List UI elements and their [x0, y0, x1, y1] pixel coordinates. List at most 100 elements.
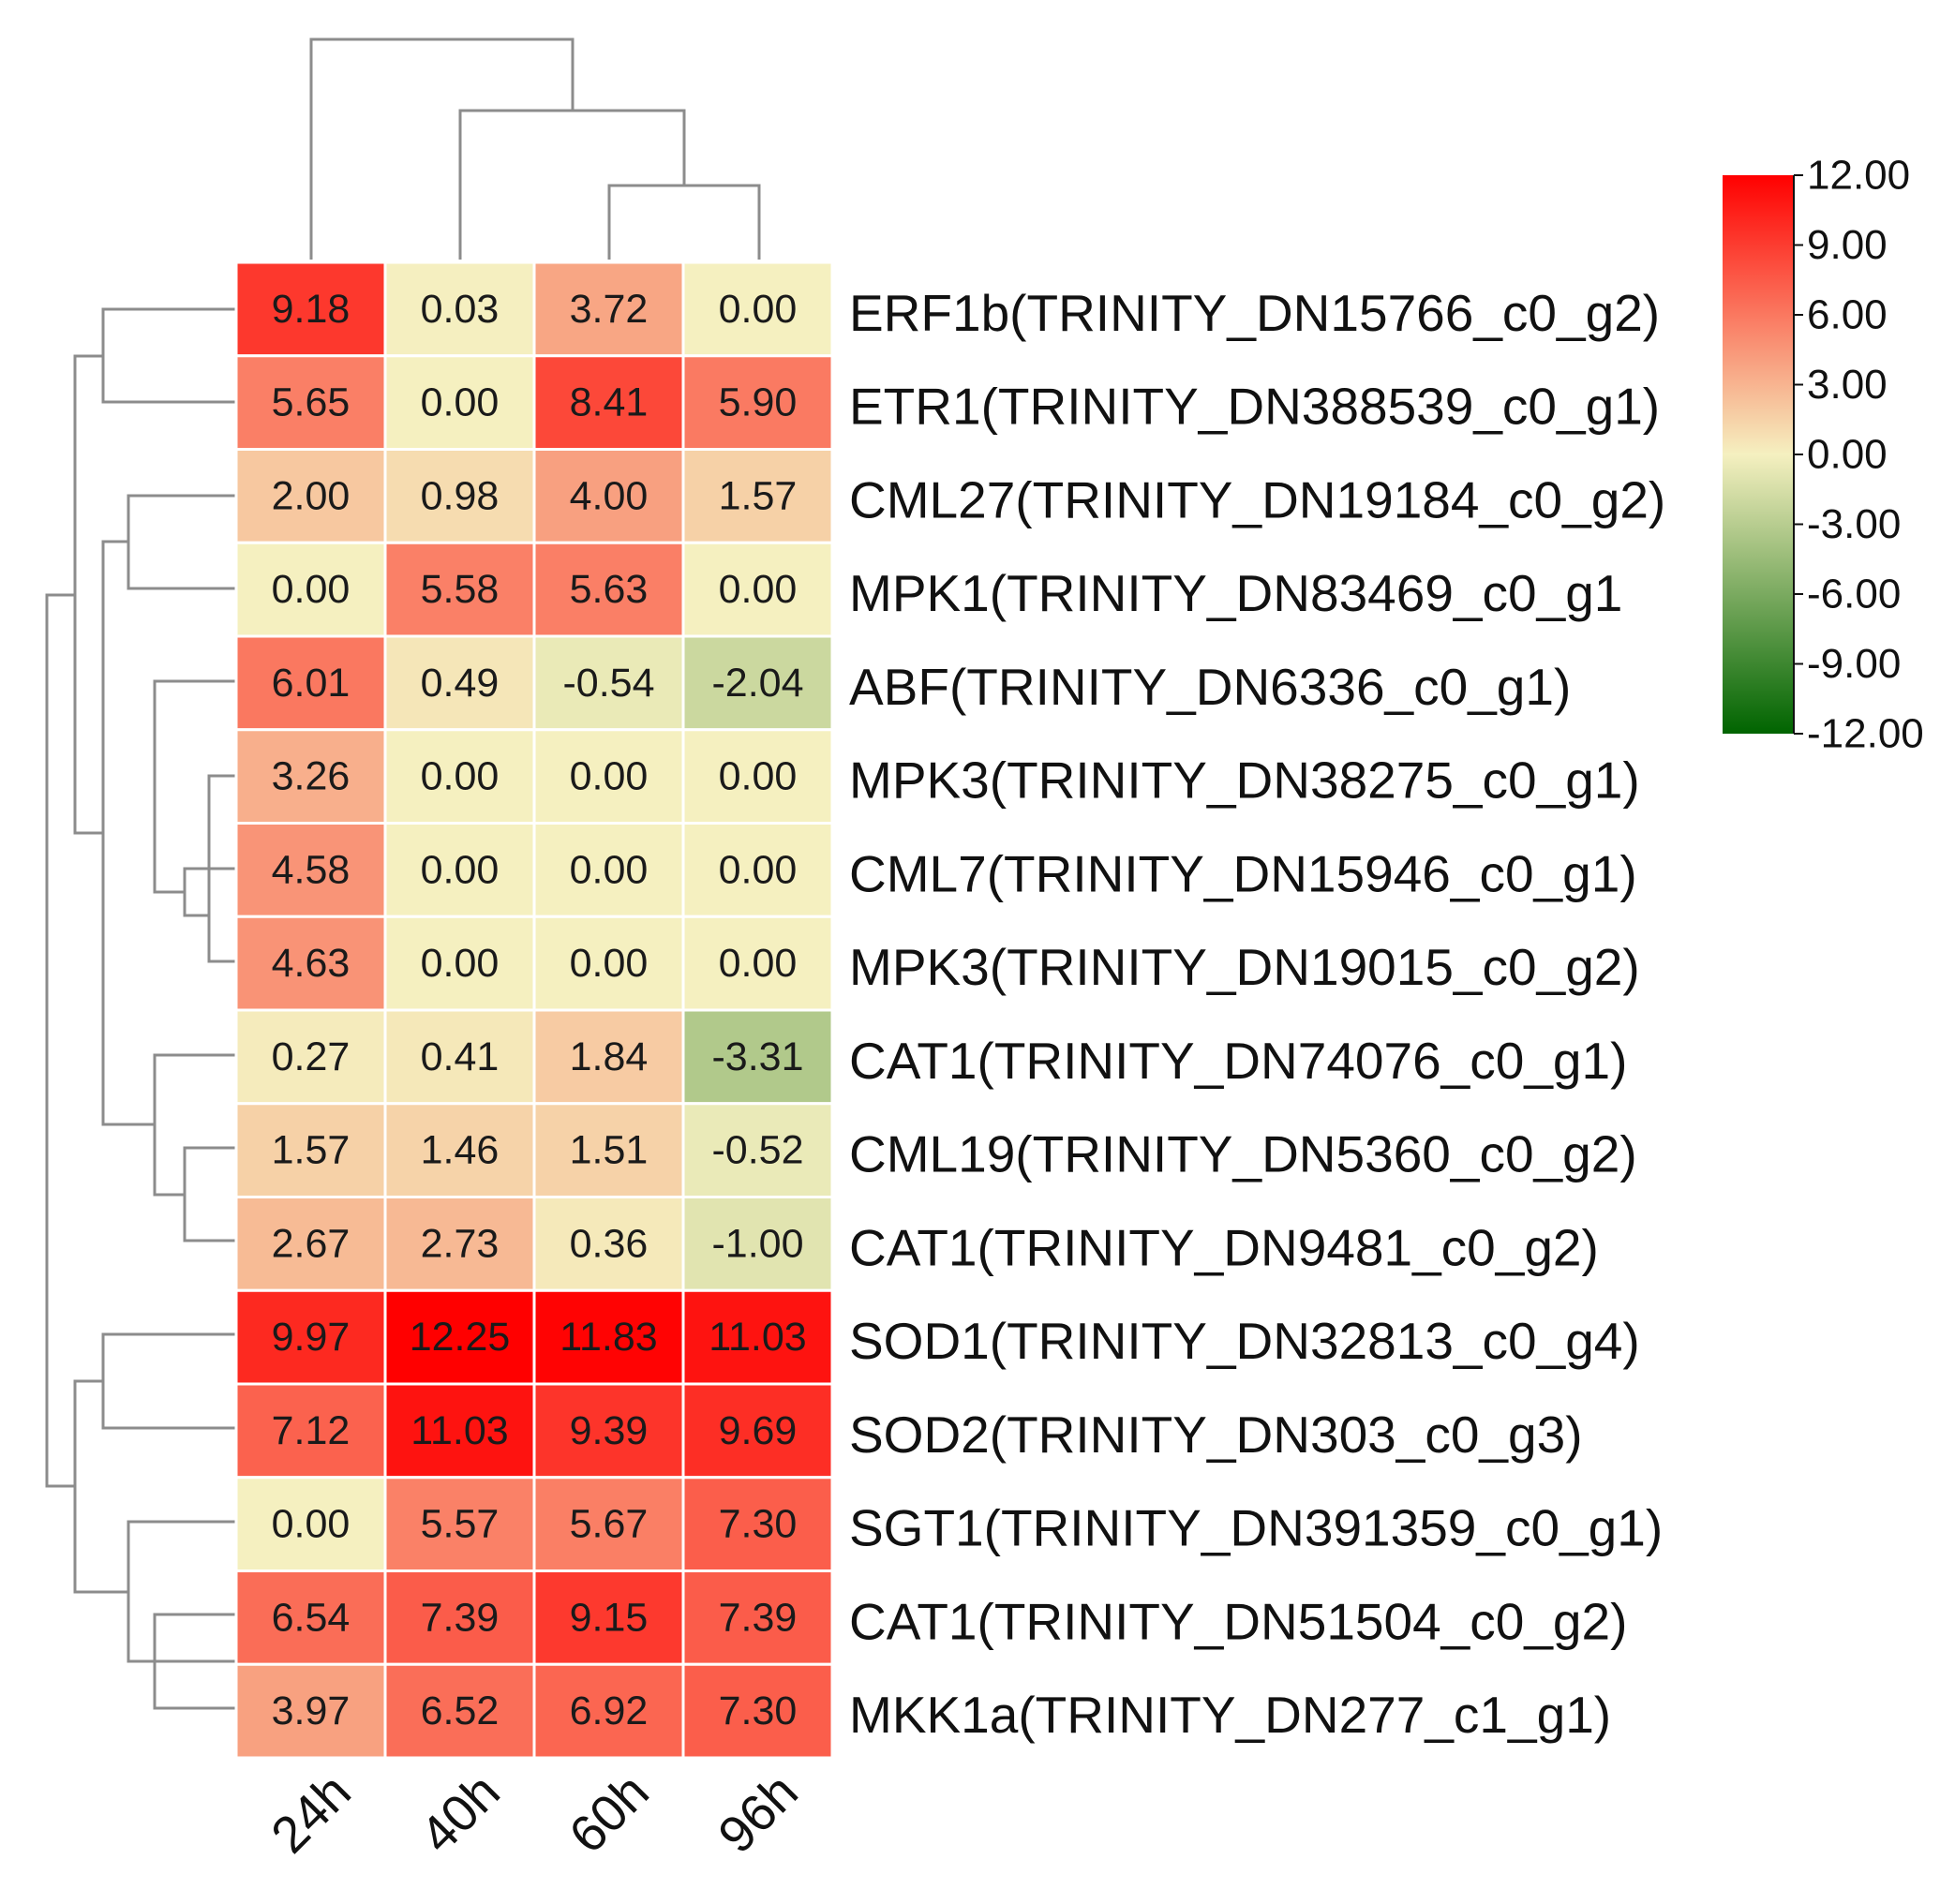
heatmap-cell [234, 634, 387, 732]
heatmap-cell [681, 1008, 834, 1106]
row-label: SOD1(TRINITY_DN32813_c0_g4) [849, 1312, 1640, 1370]
row-label: MPK1(TRINITY_DN83469_c0_g1 [849, 564, 1622, 622]
cell-value: -2.04 [711, 661, 803, 706]
cell-value: 0.00 [719, 287, 798, 332]
heatmap-cell [383, 354, 536, 451]
cell-value: 8.41 [570, 380, 649, 425]
row-label: MPK3(TRINITY_DN19015_c0_g2) [849, 938, 1640, 996]
cell-value: 6.92 [570, 1688, 649, 1733]
cell-value: 0.00 [421, 754, 500, 799]
heatmap-cell [681, 1662, 834, 1760]
heatmap-cell [234, 728, 387, 825]
heatmap-cell [532, 822, 685, 918]
cell-value: 11.83 [560, 1315, 657, 1360]
heatmap-cell [532, 1382, 685, 1480]
heatmap-cell [681, 1476, 834, 1572]
heatmap-cells: 9.18 0.03 3.72 0.00 5.65 0.00 8.41 5.90 2.00 0.98… [234, 260, 834, 1760]
cell-value: 0.00 [421, 380, 500, 425]
cell-value: 0.36 [570, 1221, 649, 1266]
heatmap-cell [681, 1102, 834, 1198]
scale-tick-label: -3.00 [1807, 501, 1901, 547]
scale-tick-label: -12.00 [1807, 711, 1924, 757]
heatmap-cell [383, 448, 536, 544]
cell-value: 0.00 [272, 567, 351, 612]
cell-value: 5.67 [570, 1502, 649, 1547]
color-scale-bar [1723, 175, 1794, 734]
row-dendrogram [45, 307, 236, 1710]
cell-value: -3.31 [711, 1034, 803, 1079]
heatmap-cell [532, 1569, 685, 1666]
cell-value: 9.39 [570, 1408, 649, 1453]
cell-value: 1.57 [719, 473, 798, 518]
row-label: CML27(TRINITY_DN19184_c0_g2) [849, 470, 1665, 528]
scale-tick-label: -6.00 [1807, 572, 1901, 617]
heatmap-cell [234, 1288, 387, 1386]
cell-value: 7.30 [719, 1502, 798, 1547]
scale-tick-label: 3.00 [1807, 362, 1888, 408]
heatmap-cell [532, 728, 685, 825]
cell-value: 6.01 [272, 661, 351, 706]
cell-value: 5.63 [570, 567, 649, 612]
cell-value: 1.51 [570, 1128, 649, 1173]
cell-value: -0.54 [562, 661, 654, 706]
heatmap-cell [532, 1288, 685, 1386]
row-label: CAT1(TRINITY_DN74076_c0_g1) [849, 1032, 1627, 1090]
heatmap-cell [383, 1476, 536, 1572]
cell-value: 0.03 [421, 287, 500, 332]
cell-value: 1.84 [570, 1034, 649, 1079]
heatmap-cell [234, 1476, 387, 1572]
cell-value: 12.25 [410, 1315, 511, 1360]
cell-value: 2.00 [272, 473, 351, 518]
cell-value: 0.00 [719, 567, 798, 612]
cell-value: 0.00 [570, 941, 649, 986]
heatmap-cell [383, 634, 536, 732]
cell-value: 5.57 [421, 1502, 500, 1547]
heatmap-cell [383, 260, 536, 358]
heatmap-cell [681, 1196, 834, 1292]
heatmap-cell [681, 354, 834, 451]
scale-tick-label: 6.00 [1807, 292, 1888, 338]
cell-value: 5.58 [421, 567, 500, 612]
heatmap-cell [681, 260, 834, 358]
cell-value: 0.49 [421, 661, 500, 706]
row-label: SGT1(TRINITY_DN391359_c0_g1) [849, 1499, 1663, 1557]
cell-value: 2.73 [421, 1221, 500, 1266]
cell-value: 11.03 [709, 1315, 806, 1360]
cell-value: 0.00 [719, 754, 798, 799]
scale-tick-label: 12.00 [1807, 153, 1910, 199]
color-scale-legend: 12.00 9.00 6.00 3.00 0.00 -3.00 -6.00 -9.00 -12.… [1723, 153, 1924, 757]
cell-value: 7.39 [719, 1595, 798, 1640]
heatmap-cell [532, 1196, 685, 1292]
cell-value: -0.52 [711, 1128, 803, 1173]
heatmap-cell [234, 915, 387, 1012]
cell-value: 6.54 [272, 1595, 351, 1640]
heatmap-cell [383, 541, 536, 638]
cell-value: 0.00 [570, 847, 649, 892]
cell-value: 3.97 [272, 1688, 351, 1733]
cell-value: 1.46 [421, 1128, 500, 1173]
heatmap-cell [383, 1662, 536, 1760]
heatmap-cell [532, 1476, 685, 1572]
row-label: ERF1b(TRINITY_DN15766_c0_g2) [849, 284, 1660, 342]
heatmap-cell [681, 822, 834, 918]
cell-value: 0.00 [272, 1502, 351, 1547]
scale-tick-label: 0.00 [1807, 432, 1888, 478]
cell-value: 7.30 [719, 1688, 798, 1733]
heatmap-cell [383, 1382, 536, 1480]
heatmap-cell [532, 634, 685, 732]
row-label: CML19(TRINITY_DN5360_c0_g2) [849, 1125, 1637, 1183]
column-label: 96h [707, 1763, 809, 1865]
cell-value: 7.12 [272, 1408, 351, 1453]
cell-value: 0.98 [421, 473, 500, 518]
row-label: ABF(TRINITY_DN6336_c0_g1) [849, 658, 1571, 716]
cell-value: 0.00 [570, 754, 649, 799]
column-label: 24h [260, 1763, 362, 1865]
cell-value: 0.27 [272, 1034, 351, 1079]
cell-value: 2.67 [272, 1221, 351, 1266]
cell-value: 6.52 [421, 1688, 500, 1733]
heatmap-cell [532, 915, 685, 1012]
heatmap-cell [234, 1662, 387, 1760]
row-label: SOD2(TRINITY_DN303_c0_g3) [849, 1406, 1583, 1464]
cell-value: 11.03 [410, 1408, 508, 1453]
